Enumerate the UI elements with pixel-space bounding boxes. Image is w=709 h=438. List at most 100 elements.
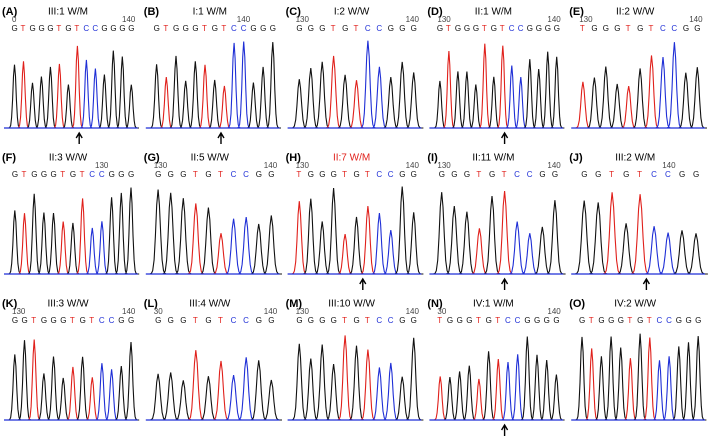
panel-title: IV:2 W/W	[614, 299, 656, 310]
peak	[301, 198, 321, 275]
peak	[148, 64, 165, 129]
position-number: 130	[296, 161, 310, 170]
peak	[456, 211, 478, 275]
panel-title: II:11 W/M	[472, 153, 514, 164]
peak	[596, 66, 616, 129]
panel-label: (J)	[569, 152, 583, 164]
peak	[499, 362, 517, 421]
peak	[522, 59, 538, 129]
peak	[185, 350, 207, 421]
panel-title: IV:1 W/M	[473, 299, 514, 310]
peak	[187, 61, 204, 129]
panel-title: II:1 W/M	[475, 7, 512, 18]
peak	[235, 41, 252, 129]
panel: (O) IV:2 W/W G T G G G T G T C C G G G	[569, 298, 707, 421]
peak	[196, 64, 214, 129]
peak	[248, 223, 270, 275]
peak	[680, 342, 697, 421]
position-number: 130	[95, 161, 109, 170]
peak	[369, 212, 390, 275]
panel-title: III:2 W/M	[615, 153, 655, 164]
peak	[69, 45, 86, 129]
peak	[403, 337, 424, 421]
position-number: 140	[547, 161, 561, 170]
panel-label: (F)	[2, 152, 16, 164]
panel-label: (I)	[427, 152, 438, 164]
peak	[74, 198, 91, 275]
peak	[301, 68, 321, 129]
peak	[443, 205, 465, 275]
peak	[461, 365, 478, 421]
panel-label: (E)	[569, 6, 584, 18]
panel-title: II:3 W/W	[49, 153, 88, 164]
peak	[544, 200, 566, 275]
peak	[480, 351, 497, 421]
peak	[540, 51, 556, 129]
arrow	[75, 131, 83, 144]
peak	[687, 67, 707, 129]
peak	[600, 192, 625, 275]
peak	[51, 63, 68, 129]
peak	[147, 373, 169, 421]
peak	[74, 356, 91, 421]
peak	[45, 356, 62, 421]
panel-title: III:4 W/W	[189, 299, 231, 310]
peak	[481, 195, 503, 275]
peak	[323, 188, 344, 275]
peak	[289, 201, 310, 275]
position-number: 30	[437, 307, 446, 316]
panel-title: III:3 W/W	[47, 299, 89, 310]
position-number: 140	[547, 15, 561, 24]
position-number: 140	[406, 307, 420, 316]
panel-title: III:1 W/M	[48, 7, 88, 18]
panel-title: II:5 W/W	[191, 153, 230, 164]
peak	[172, 198, 194, 275]
peak	[185, 203, 207, 275]
peak	[358, 349, 378, 421]
peak	[25, 193, 43, 275]
panel-label: (G)	[144, 152, 160, 164]
position-number: 140	[689, 15, 703, 24]
panel-title: II:2 W/W	[616, 7, 655, 18]
peak	[392, 186, 412, 275]
peak	[15, 61, 32, 129]
peak	[573, 81, 593, 129]
peak	[225, 42, 243, 129]
peak	[641, 55, 662, 129]
peak	[114, 56, 130, 129]
peak	[602, 336, 620, 421]
peak	[210, 360, 232, 421]
peak	[641, 337, 658, 421]
position-number: 140	[264, 161, 278, 170]
arrow	[500, 423, 509, 436]
peak	[451, 371, 468, 421]
peak	[689, 336, 707, 421]
peak	[16, 340, 33, 421]
arrow	[359, 277, 367, 290]
panel-label: (B)	[144, 6, 160, 18]
panel-label: (O)	[569, 298, 585, 310]
peak	[6, 210, 24, 275]
peak	[167, 55, 185, 129]
position-number: 140	[122, 307, 136, 316]
panel-label: (K)	[2, 298, 18, 310]
panel-label: (A)	[2, 6, 18, 18]
panel-label: (H)	[286, 152, 302, 164]
peak	[264, 42, 281, 129]
peak	[103, 369, 120, 421]
arrow	[500, 277, 509, 290]
peak	[260, 215, 282, 275]
